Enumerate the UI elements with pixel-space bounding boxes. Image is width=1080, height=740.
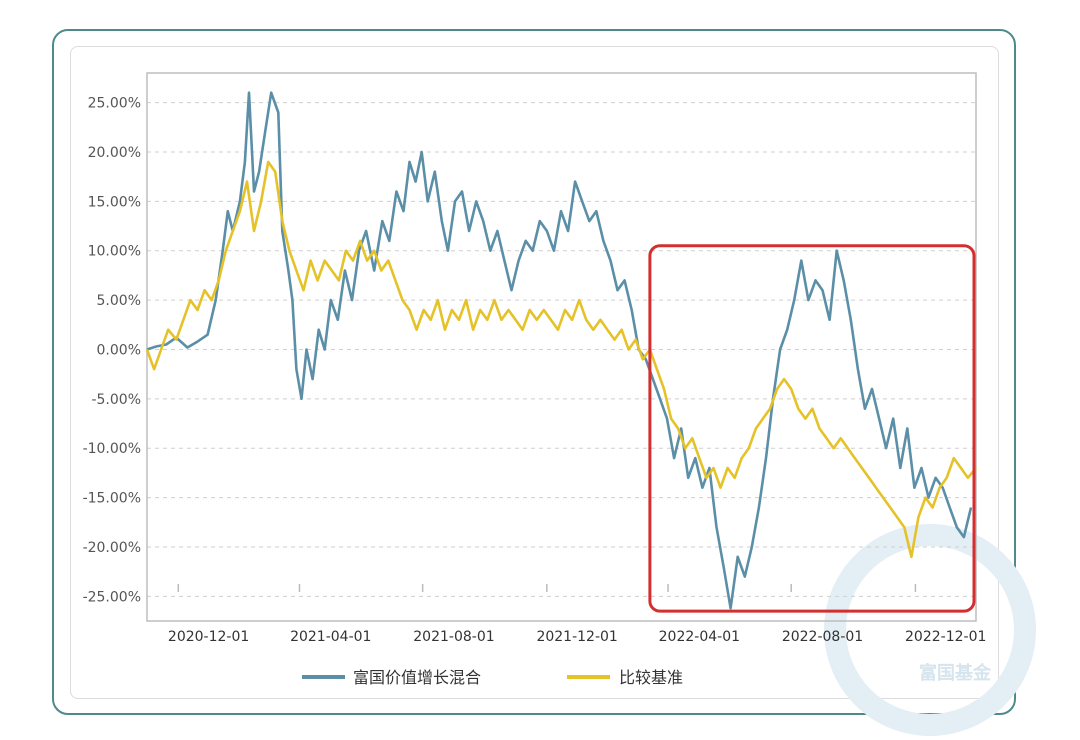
series-line-benchmark <box>145 160 978 559</box>
inner-frame <box>70 46 999 699</box>
y-tick-label: 20.00% <box>88 145 141 161</box>
y-tick-label: -25.00% <box>83 589 141 605</box>
x-tick-label: 2022-12-01 <box>905 629 986 645</box>
x-axis-ticks: 2020-12-01 2021-04-01 2021-08-01 2021-12-01… <box>168 584 986 645</box>
y-tick-label: -15.00% <box>83 491 141 507</box>
x-tick-label: 2021-12-01 <box>536 629 617 645</box>
outer-frame <box>52 29 1016 715</box>
series-layer <box>145 91 978 610</box>
y-tick-label: 5.00% <box>97 293 141 309</box>
y-tick-label: -5.00% <box>91 392 141 408</box>
x-tick-label: 2020-12-01 <box>168 629 249 645</box>
legend-label-benchmark: 比较基准 <box>619 668 683 687</box>
y-tick-label: 25.00% <box>88 96 141 112</box>
x-tick-label: 2022-08-01 <box>782 629 863 645</box>
y-tick-label: -10.00% <box>83 441 141 457</box>
y-tick-label: 10.00% <box>88 244 141 260</box>
legend: 富国价值增长混合 比较基准 <box>302 668 683 687</box>
y-tick-label: -20.00% <box>83 540 141 556</box>
y-tick-label: 15.00% <box>88 194 141 210</box>
x-tick-label: 2022-04-01 <box>659 629 740 645</box>
series-line-fund <box>146 91 973 610</box>
x-tick-label: 2021-08-01 <box>413 629 494 645</box>
highlight-box <box>648 244 976 613</box>
watermark-logo-icon <box>824 524 1036 736</box>
watermark: 富国基金 <box>824 524 1036 736</box>
watermark-text: 富国基金 <box>919 662 992 684</box>
x-tick-label: 2021-04-01 <box>290 629 371 645</box>
legend-label-fund: 富国价值增长混合 <box>353 668 481 687</box>
y-axis-ticks: 25.00% 20.00% 15.00% 10.00% 5.00% 0.00% -5.00%… <box>83 96 141 606</box>
plot-area-border <box>146 72 977 622</box>
grid <box>147 102 976 597</box>
y-tick-label: 0.00% <box>97 342 141 358</box>
